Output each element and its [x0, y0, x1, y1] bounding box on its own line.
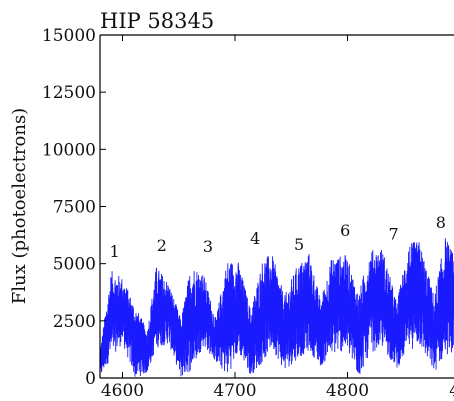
- y-tick-label: 12500: [42, 83, 96, 103]
- light-curve-series-0: [100, 238, 454, 377]
- x-tick-label: 4700: [213, 381, 256, 397]
- x-tick-label: 4800: [326, 381, 369, 397]
- y-tick-label: 2500: [53, 312, 96, 332]
- cycle-label: 7: [389, 225, 399, 244]
- x-tick-label: 4600: [101, 381, 144, 397]
- y-axis-label: Flux (photoelectrons): [9, 108, 30, 304]
- cycle-label: 5: [294, 235, 304, 254]
- y-tick-label: 10000: [42, 140, 96, 160]
- y-tick-label: 0: [85, 369, 96, 389]
- x-tick-label: 49: [449, 381, 454, 397]
- cycle-annotations: 1 2 3 4 5 6 7 8: [110, 213, 446, 261]
- cycle-label: 3: [203, 237, 213, 256]
- axes: 0 2500 5000 7500 10000 12500 15000 4600 4700 4800…: [42, 26, 454, 401]
- cycle-label: 8: [436, 213, 446, 232]
- cycle-label: 2: [157, 236, 167, 255]
- chart-title: HIP 58345: [100, 9, 214, 33]
- plot-area: [100, 238, 454, 377]
- y-tick-label: 7500: [53, 198, 96, 218]
- cycle-label: 6: [340, 221, 350, 240]
- y-tick-label: 5000: [53, 255, 96, 275]
- cycle-label: 4: [250, 229, 260, 248]
- cycle-label: 1: [110, 242, 120, 261]
- y-tick-label: 15000: [42, 26, 96, 46]
